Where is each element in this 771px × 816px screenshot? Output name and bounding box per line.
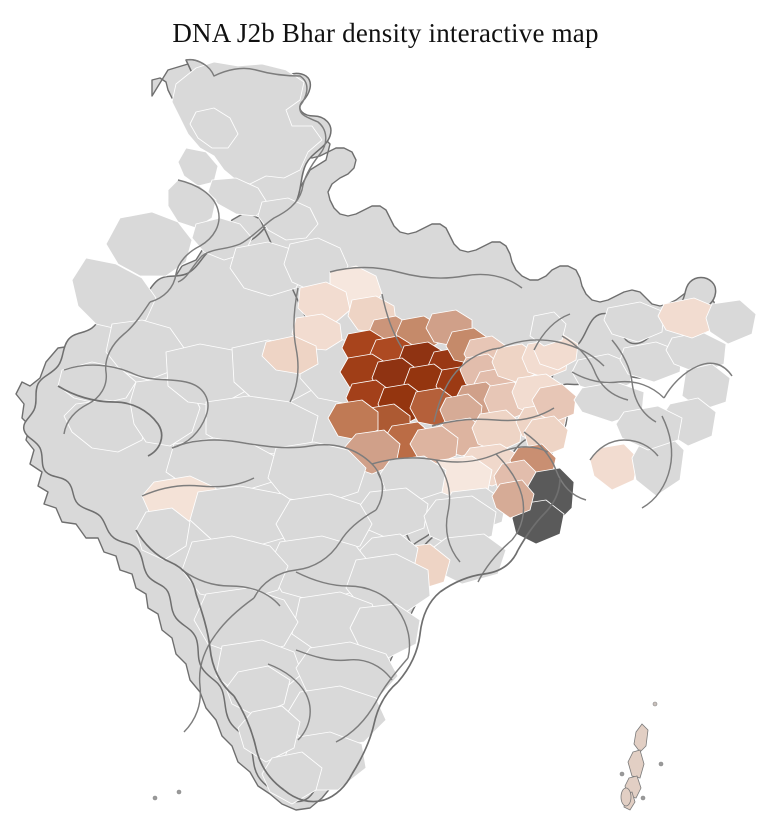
island-speck-3 <box>619 771 625 777</box>
district-ap-coastal[interactable] <box>345 553 431 617</box>
island-middle-andaman[interactable] <box>627 749 645 779</box>
district-assam-central[interactable] <box>619 341 683 383</box>
district-ladakh[interactable] <box>171 61 323 185</box>
district-arunachal-east[interactable] <box>657 297 719 339</box>
district-up-bundelkhand[interactable] <box>261 335 319 375</box>
district-malda[interactable] <box>531 383 577 423</box>
island-speck-2 <box>658 761 664 767</box>
district-rajasthan-north[interactable] <box>105 211 193 277</box>
district-kanyakumari[interactable] <box>261 751 323 805</box>
district-jammu[interactable] <box>177 147 219 187</box>
island-car-nicobar[interactable] <box>620 787 632 807</box>
district-sitapur[interactable] <box>297 281 351 323</box>
district-karnataka-north[interactable] <box>181 535 289 603</box>
district-arunachal-far-east[interactable] <box>705 299 757 345</box>
district-mp-west[interactable] <box>165 343 251 407</box>
island-speck-5 <box>640 795 646 801</box>
coastline <box>57 385 561 803</box>
district-arunachal-west[interactable] <box>603 301 665 343</box>
district-kashmir-valley[interactable] <box>189 107 239 149</box>
india-choropleth-map[interactable] <box>0 52 771 816</box>
page-title: DNA J2b Bhar density interactive map <box>172 18 599 48</box>
island-north-andaman[interactable] <box>633 723 649 753</box>
map-svg[interactable] <box>0 52 771 816</box>
map-regions[interactable] <box>57 58 757 816</box>
island-speck-1 <box>652 701 658 707</box>
district-kerala-south[interactable] <box>237 705 301 763</box>
island-lakshadweep-2 <box>176 789 182 795</box>
state-borders <box>63 58 733 743</box>
lakshadweep-islands[interactable] <box>152 789 182 816</box>
andaman-nicobar-islands[interactable] <box>619 701 664 816</box>
district-assam-south[interactable] <box>615 405 683 451</box>
district-tripura[interactable] <box>589 443 639 491</box>
island-lakshadweep-1 <box>152 795 158 801</box>
